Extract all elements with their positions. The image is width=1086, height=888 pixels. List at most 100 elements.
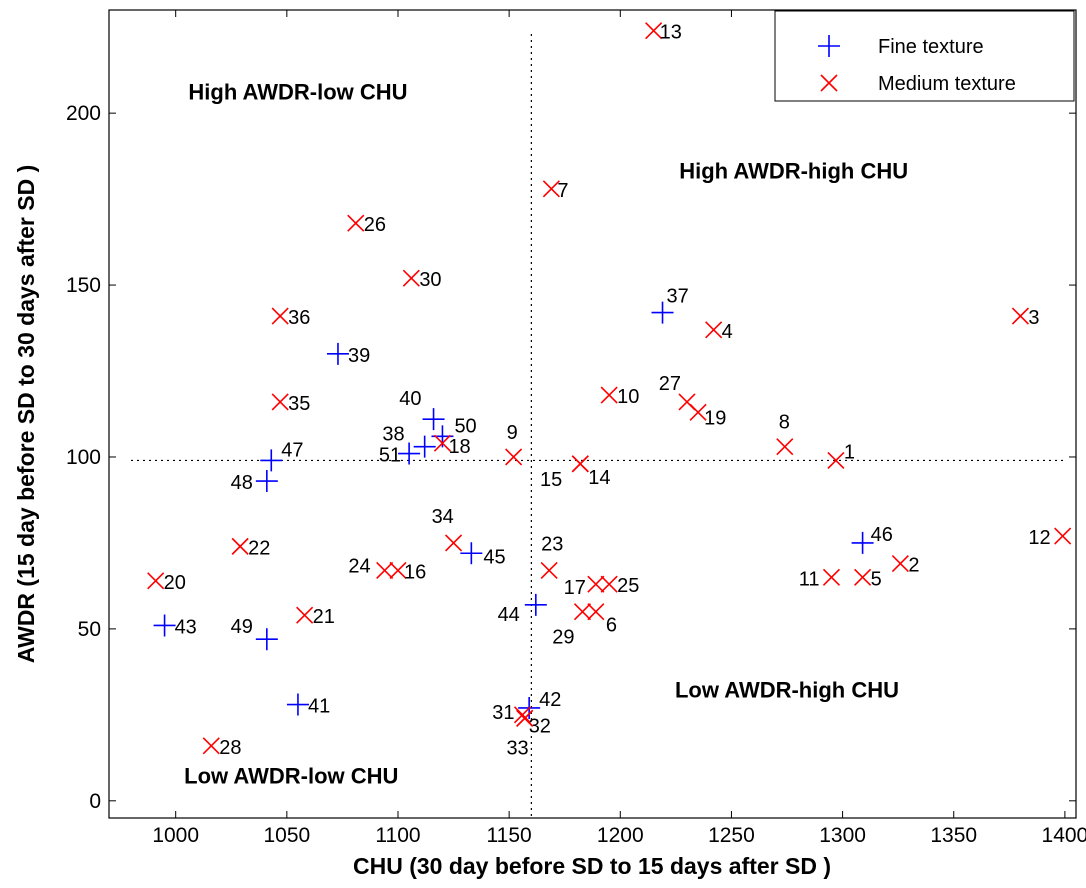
point-label: 6 bbox=[606, 615, 617, 637]
data-point: 16 bbox=[389, 561, 426, 583]
point-label: 28 bbox=[219, 737, 241, 759]
data-point: 47 bbox=[260, 439, 304, 472]
data-point: 49 bbox=[231, 616, 278, 651]
data-point: 44 bbox=[498, 593, 547, 626]
data-point: 19 bbox=[689, 403, 726, 429]
point-label: 29 bbox=[552, 627, 574, 649]
point-label: 46 bbox=[871, 524, 893, 546]
y-axis-title: AWDR (15 day before SD to 30 days after … bbox=[13, 165, 39, 663]
data-point: 15 bbox=[540, 455, 589, 491]
data-point: 48 bbox=[231, 470, 278, 494]
legend-plus-marker bbox=[818, 35, 840, 57]
data-point: 31 bbox=[492, 702, 532, 724]
point-label: 16 bbox=[404, 561, 426, 583]
x-tick-label: 1350 bbox=[930, 824, 977, 847]
data-point: 5 bbox=[854, 568, 882, 590]
region-label: High AWDR-high CHU bbox=[679, 158, 908, 183]
data-point: 36 bbox=[271, 307, 310, 329]
x-marker bbox=[645, 22, 663, 40]
plus-marker bbox=[260, 449, 283, 472]
x-tick-label: 1100 bbox=[375, 824, 420, 847]
x-marker bbox=[689, 403, 707, 421]
point-label: 19 bbox=[704, 407, 726, 429]
x-marker bbox=[516, 709, 534, 727]
plus-marker bbox=[422, 408, 445, 431]
data-point: 6 bbox=[587, 603, 617, 637]
point-label: 21 bbox=[313, 606, 335, 628]
data-point: 10 bbox=[600, 386, 639, 408]
legend-label: Medium texture bbox=[878, 73, 1016, 95]
data-point: 39 bbox=[326, 342, 370, 367]
point-label: 12 bbox=[1028, 527, 1050, 549]
point-label: 44 bbox=[498, 604, 520, 626]
x-marker bbox=[705, 321, 723, 339]
point-label: 1 bbox=[844, 441, 855, 463]
data-point: 28 bbox=[202, 737, 242, 759]
x-marker bbox=[600, 575, 618, 593]
x-marker bbox=[402, 269, 420, 287]
data-point: 20 bbox=[147, 572, 186, 594]
point-label: 23 bbox=[541, 533, 563, 555]
reference-lines bbox=[131, 34, 1066, 818]
point-label: 37 bbox=[667, 286, 689, 308]
data-point: 45 bbox=[460, 542, 506, 568]
y-tick-label: 0 bbox=[89, 790, 101, 813]
point-label: 30 bbox=[419, 269, 441, 291]
x-tick-label: 1000 bbox=[152, 824, 199, 847]
plus-marker bbox=[255, 470, 278, 493]
point-label: 33 bbox=[506, 737, 528, 759]
point-label: 7 bbox=[557, 180, 568, 202]
x-axis-title: CHU (30 day before SD to 15 days after S… bbox=[353, 853, 831, 879]
point-label: 8 bbox=[779, 412, 790, 434]
x-tick-label: 1250 bbox=[708, 824, 755, 847]
legend-box bbox=[774, 10, 1075, 102]
point-label: 10 bbox=[617, 386, 639, 408]
data-point: 7 bbox=[542, 180, 568, 202]
point-label: 13 bbox=[660, 22, 682, 44]
x-marker bbox=[147, 572, 165, 590]
point-label: 2 bbox=[908, 555, 919, 577]
point-label: 42 bbox=[539, 689, 561, 711]
legend: Fine texture Medium texture bbox=[774, 10, 1075, 102]
point-label: 48 bbox=[231, 472, 253, 494]
data-point: 4 bbox=[705, 321, 733, 343]
point-label: 15 bbox=[540, 469, 562, 491]
legend-item: Fine texture bbox=[818, 35, 984, 58]
data-point: 51 bbox=[379, 442, 421, 467]
point-label: 25 bbox=[617, 575, 639, 597]
x-marker bbox=[827, 451, 845, 469]
point-label: 26 bbox=[364, 214, 386, 236]
data-point: 24 bbox=[348, 555, 394, 580]
point-label: 40 bbox=[399, 388, 421, 410]
data-point: 41 bbox=[286, 693, 330, 718]
x-marker bbox=[296, 606, 314, 624]
x-marker bbox=[271, 393, 289, 411]
x-marker bbox=[571, 455, 589, 473]
y-tick-label: 50 bbox=[78, 618, 101, 641]
axis-ticks: 1000 1050 1100 1150 1200 1250 1300 1350 14000501… bbox=[66, 10, 1086, 847]
x-tick-label: 1300 bbox=[819, 824, 866, 847]
data-point: 21 bbox=[296, 606, 335, 628]
plus-marker bbox=[524, 593, 547, 616]
x-marker bbox=[513, 706, 532, 724]
point-label: 49 bbox=[231, 616, 253, 638]
point-label: 34 bbox=[432, 506, 454, 528]
data-point: 33 bbox=[506, 709, 534, 759]
x-marker bbox=[231, 537, 249, 555]
data-point: 29 bbox=[552, 603, 592, 649]
data-point: 40 bbox=[399, 388, 445, 431]
data-point: 35 bbox=[271, 393, 310, 415]
point-label: 4 bbox=[722, 321, 733, 343]
plus-marker bbox=[286, 693, 309, 716]
y-tick-label: 200 bbox=[66, 102, 101, 125]
x-tick-label: 1050 bbox=[263, 824, 310, 847]
data-point: 3 bbox=[1011, 307, 1040, 329]
plus-marker bbox=[153, 614, 176, 637]
data-point: 43 bbox=[153, 614, 197, 638]
x-marker bbox=[376, 561, 394, 580]
plus-marker bbox=[398, 442, 421, 465]
data-point: 23 bbox=[540, 533, 563, 580]
region-labels: High AWDR-low CHU High AWDR-high CHU Low A… bbox=[184, 79, 908, 788]
region-label: Low AWDR-high CHU bbox=[675, 678, 899, 703]
